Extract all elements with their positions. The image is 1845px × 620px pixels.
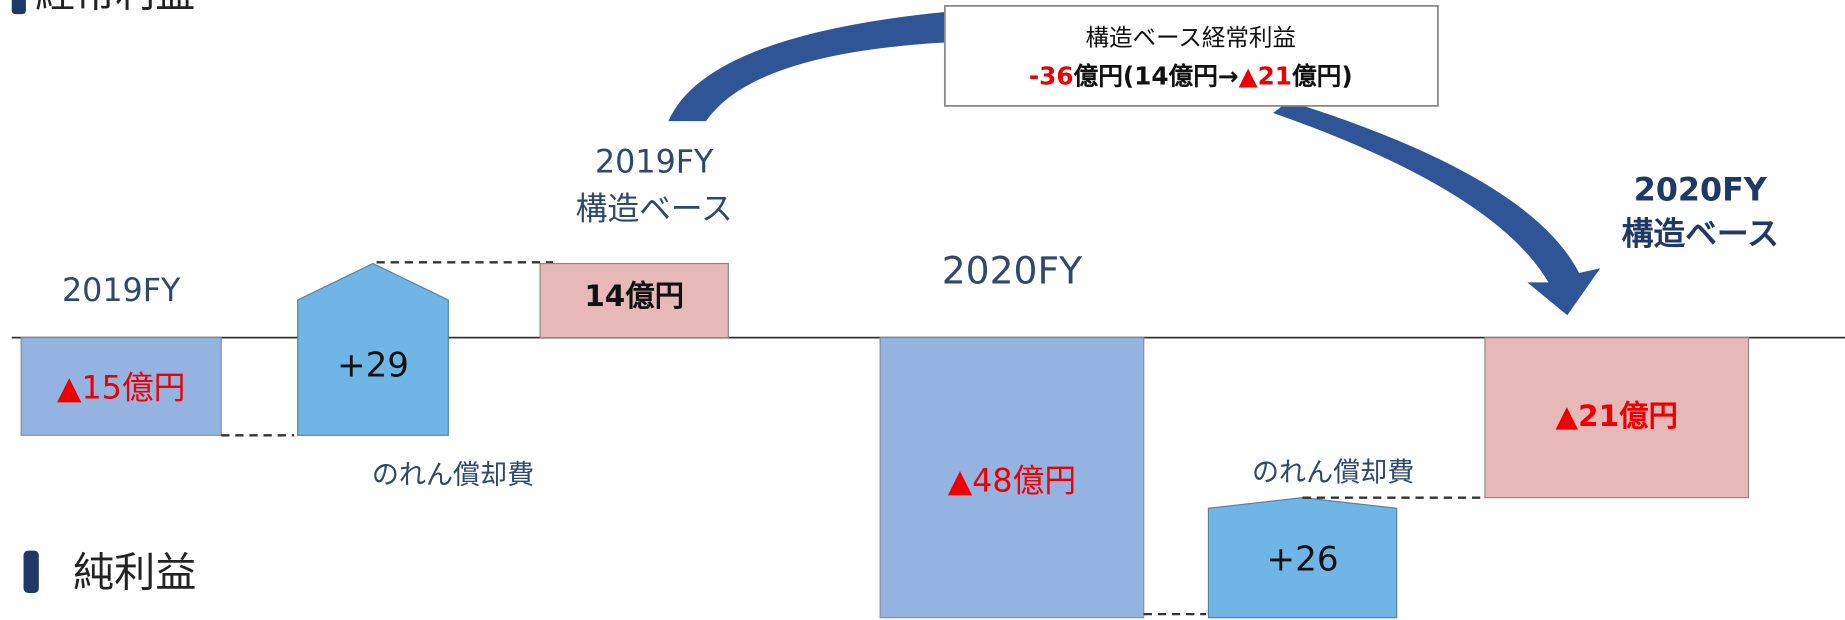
label: 構造ベース bbox=[1622, 216, 1779, 252]
bar-label: ▲48億円 bbox=[948, 463, 1076, 499]
bar-label: ▲15億円 bbox=[57, 370, 185, 406]
label: 2019FY bbox=[62, 273, 181, 309]
callout-box bbox=[943, 5, 1439, 107]
label: 2019FY bbox=[595, 145, 714, 181]
bar bbox=[539, 262, 729, 339]
bar-label: +29 bbox=[337, 346, 409, 386]
label: のれん償却費 bbox=[372, 460, 534, 491]
label: 2020FY bbox=[942, 248, 1083, 292]
label: 構造ベース bbox=[576, 192, 733, 228]
section-title: 純利益 bbox=[73, 548, 196, 596]
bar bbox=[879, 337, 1145, 619]
bar bbox=[20, 337, 222, 436]
label: 2020FY bbox=[1634, 173, 1768, 209]
label: のれん償却費 bbox=[1252, 458, 1414, 489]
callout-part: 億円) bbox=[1292, 62, 1353, 91]
bar bbox=[1207, 497, 1398, 619]
bar-label: ▲21億円 bbox=[1556, 399, 1678, 433]
arrow bbox=[668, 11, 948, 122]
callout-value: -36億円(14億円→▲21億円) bbox=[1029, 62, 1353, 91]
bar-label: 14億円 bbox=[584, 279, 684, 313]
callout-part: ▲21 bbox=[1239, 62, 1292, 91]
bar bbox=[1484, 337, 1750, 499]
bar bbox=[297, 262, 449, 436]
arrow bbox=[1273, 101, 1601, 316]
section-title: 経常利益 bbox=[35, 0, 195, 16]
section-icon bbox=[23, 550, 39, 593]
bar-label: +26 bbox=[1267, 540, 1339, 580]
section-icon bbox=[11, 0, 26, 15]
callout-part: 億円(14億円→ bbox=[1074, 62, 1239, 91]
callout-title: 構造ベース経常利益 bbox=[1086, 23, 1296, 51]
callout-part: -36 bbox=[1029, 62, 1074, 91]
